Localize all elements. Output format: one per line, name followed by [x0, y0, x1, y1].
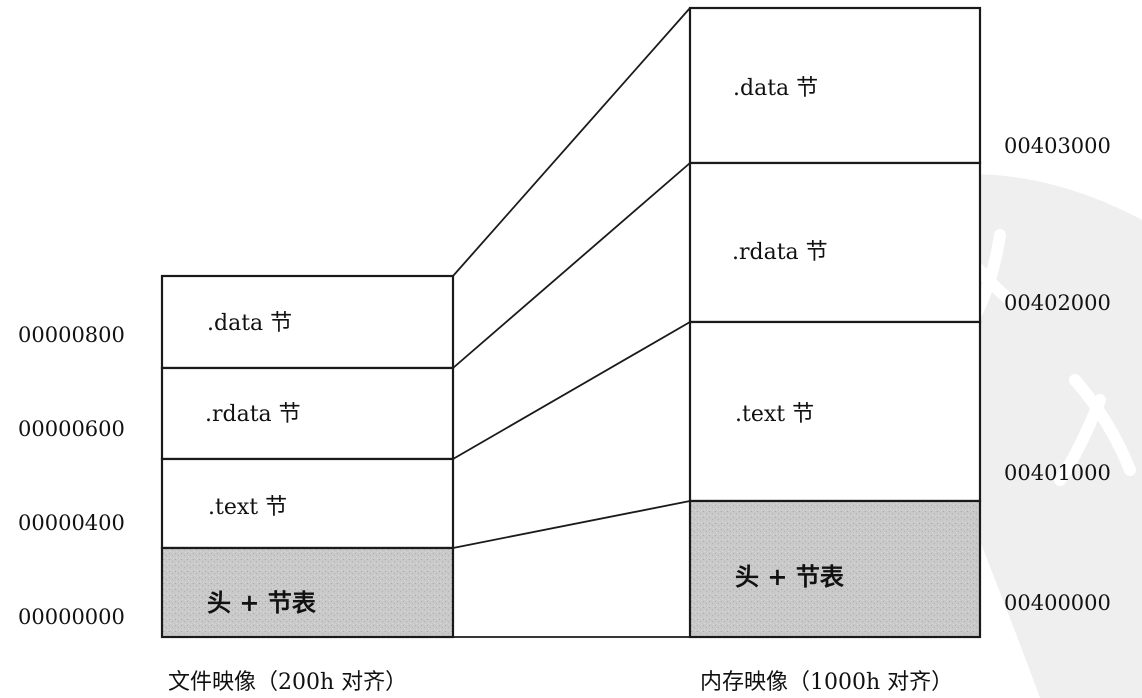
file-image-column: .data 节 .rdata 节 .text 节 头 + 节表 00000800… [18, 274, 455, 695]
memory-address-label: 00402000 [1004, 291, 1111, 315]
file-image-caption: 文件映像（200h 对齐） [168, 670, 407, 695]
connector-line [452, 500, 691, 549]
memory-address-label: 00400000 [1004, 591, 1111, 615]
file-data-section [160, 274, 455, 370]
memory-data-section-label: .data 节 [733, 76, 818, 101]
memory-header-section [688, 499, 982, 639]
connector-line [452, 7, 691, 277]
memory-text-section-label: .text 节 [735, 402, 814, 427]
memory-rdata-section [688, 161, 982, 324]
file-address-label: 00000400 [18, 511, 125, 535]
file-address-label: 00000600 [18, 417, 125, 441]
file-header-section [160, 546, 455, 639]
file-address-label: 00000000 [18, 605, 125, 629]
file-header-section-label: 头 + 节表 [207, 588, 317, 617]
memory-address-label: 00403000 [1004, 134, 1111, 158]
memory-address-label: 00401000 [1004, 461, 1111, 485]
file-address-label: 00000800 [18, 323, 125, 347]
memory-text-section [688, 320, 982, 503]
connector-line [452, 321, 691, 460]
memory-header-section-label: 头 + 节表 [735, 562, 845, 591]
file-text-section-label: .text 节 [208, 495, 287, 520]
memory-data-section [688, 6, 982, 165]
memory-image-caption: 内存映像（1000h 对齐） [700, 670, 953, 695]
memory-image-column: .data 节 .rdata 节 .text 节 头 + 节表 00403000… [688, 6, 1111, 695]
connector-line [452, 162, 691, 369]
memory-rdata-section-label: .rdata 节 [732, 240, 828, 265]
file-data-section-label: .data 节 [207, 311, 292, 336]
mapping-connectors [452, 7, 691, 638]
file-rdata-section [160, 366, 455, 461]
file-text-section [160, 457, 455, 550]
file-rdata-section-label: .rdata 节 [205, 402, 301, 427]
